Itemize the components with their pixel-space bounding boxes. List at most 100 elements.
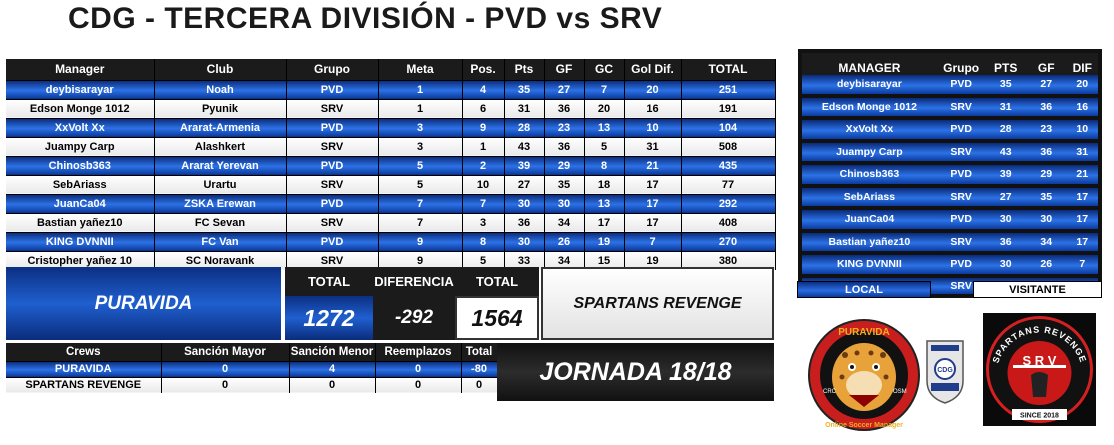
table-cell-manager: Chinosb363 — [800, 165, 937, 184]
table-cell-club: Noah — [154, 79, 287, 99]
table-cell-gc: 17 — [584, 212, 625, 232]
table-row: Juampy Carp SRV 43 36 31 — [800, 142, 1100, 161]
column-header: DIF — [1066, 51, 1100, 75]
table-cell-meta: 7 — [378, 212, 463, 232]
table-cell-grupo: SRV — [936, 187, 986, 206]
table-cell-club: Ararat Yerevan — [154, 155, 287, 175]
table-cell-manager: Juampy Carp — [800, 142, 937, 161]
table-cell-pts: 30 — [985, 255, 1026, 274]
table-cell-dif: 10 — [624, 117, 682, 137]
table-cell-manager: SebAriass — [800, 187, 937, 206]
table-cell-pts: 43 — [985, 142, 1026, 161]
table-cell-gf: 26 — [1025, 255, 1067, 274]
side-standings-table: MANAGER Grupo PTS GF DIF deybisarayar PVD 35 27… — [798, 49, 1102, 298]
table-cell-meta: 7 — [378, 193, 463, 213]
table-cell-grupo: SRV — [936, 97, 986, 116]
table-cell-pts: 35 — [504, 79, 545, 99]
table-row: XxVolt Xx PVD 28 23 10 — [800, 120, 1100, 139]
table-cell-manager: deybisarayar — [800, 75, 937, 94]
table-cell-grupo: SRV — [286, 174, 379, 194]
column-header: Sanción Menor — [289, 343, 376, 361]
table-cell-gc: 19 — [584, 231, 625, 251]
table-cell-pts: 31 — [504, 98, 545, 118]
local-label: LOCAL — [797, 281, 931, 298]
table-cell-pts: 35 — [985, 75, 1026, 94]
table-cell-pos: 7 — [462, 193, 505, 213]
table-cell-meta: 5 — [378, 174, 463, 194]
table-cell-dif: 31 — [624, 136, 682, 156]
table-cell-total: 292 — [681, 193, 776, 213]
table-cell-pts: 36 — [504, 212, 545, 232]
table-cell-gf: 30 — [1025, 210, 1067, 229]
table-cell-manager: KING DVNNII — [800, 255, 937, 274]
table-row: SebAriass Urartu SRV 5 10 27 35 18 17 77 — [6, 174, 776, 194]
table-cell-gf: 36 — [1025, 142, 1067, 161]
column-header: Total — [461, 343, 498, 361]
table-cell-club: Alashkert — [154, 136, 287, 156]
puravida-logo-top-text: PURAVIDA — [838, 327, 889, 338]
page-title: CDG - TERCERA DIVISIÓN - PVD vs SRV — [68, 2, 663, 35]
table-cell-meta: 1 — [378, 79, 463, 99]
table-cell-pos: 10 — [462, 174, 505, 194]
table-row: Juampy Carp Alashkert SRV 3 1 43 36 5 31 508 — [6, 136, 776, 156]
table-cell-total: 191 — [681, 98, 776, 118]
table-cell-grupo: SRV — [286, 136, 379, 156]
column-header: PTS — [985, 51, 1026, 75]
table-row: Edson Monge 1012 SRV 31 36 16 — [800, 97, 1100, 116]
table-cell-total: 104 — [681, 117, 776, 137]
table-cell-pts: 28 — [985, 120, 1026, 139]
table-cell-club: SC Noravank — [154, 250, 287, 270]
table-cell-grupo: PVD — [286, 117, 379, 137]
table-row: Bastian yañez10 SRV 36 34 17 — [800, 232, 1100, 251]
column-header: Reemplazos — [375, 343, 462, 361]
table-cell-total: 408 — [681, 212, 776, 232]
table-row: PURAVIDA 0 4 0 -80 — [6, 360, 498, 377]
table-cell-gc: 13 — [584, 117, 625, 137]
table-row: Edson Monge 1012 Pyunik SRV 1 6 31 36 20 16 191 — [6, 98, 776, 118]
column-header: Sanción Mayor — [161, 343, 290, 361]
table-row: deybisarayar PVD 35 27 20 — [800, 75, 1100, 94]
table-cell-pts: 36 — [985, 232, 1026, 251]
table-cell-total: 77 — [681, 174, 776, 194]
table-row: Chinosb363 Ararat Yerevan PVD 5 2 39 29 8 21 435 — [6, 155, 776, 175]
table-cell-crew: SPARTANS REVENGE — [6, 376, 162, 393]
table-cell-manager: JuanCa04 — [6, 193, 155, 213]
table-cell-pts: 30 — [985, 210, 1026, 229]
table-cell-pts: 39 — [985, 165, 1026, 184]
table-cell-pts: 39 — [504, 155, 545, 175]
column-header: Grupo — [286, 59, 379, 80]
table-cell-gc: 15 — [584, 250, 625, 270]
table-cell-total: 0 — [461, 376, 498, 393]
table-cell-pos: 4 — [462, 79, 505, 99]
table-cell-dif: 17 — [624, 212, 682, 232]
table-cell-grupo: SRV — [286, 212, 379, 232]
table-cell-gf: 27 — [1025, 75, 1067, 94]
table-cell-pts: 31 — [985, 97, 1026, 116]
table-cell-dif: 7 — [1066, 255, 1100, 274]
table-cell-pos: 8 — [462, 231, 505, 251]
table-row: Bastian yañez10 FC Sevan SRV 7 3 36 34 17 17 408 — [6, 212, 776, 232]
table-cell-menor: 4 — [289, 360, 376, 377]
table-cell-manager: Edson Monge 1012 — [800, 97, 937, 116]
table-row: Chinosb363 PVD 39 29 21 — [800, 165, 1100, 184]
table-cell-pts: 33 — [504, 250, 545, 270]
table-cell-gc: 7 — [584, 79, 625, 99]
home-total-label: TOTAL — [285, 267, 373, 296]
table-cell-club: Pyunik — [154, 98, 287, 118]
table-cell-gf: 23 — [544, 117, 585, 137]
table-cell-dif: 20 — [624, 79, 682, 99]
table-cell-total: -80 — [461, 360, 498, 377]
table-row: SebAriass SRV 27 35 17 — [800, 187, 1100, 206]
table-cell-crew: PURAVIDA — [6, 360, 162, 377]
table-cell-grupo: PVD — [286, 193, 379, 213]
difference-value: -292 — [373, 296, 455, 340]
table-cell-dif: 20 — [1066, 75, 1100, 94]
table-cell-pts: 30 — [504, 231, 545, 251]
puravida-logo-crc: CRC — [823, 389, 837, 395]
table-cell-gf: 29 — [544, 155, 585, 175]
table-cell-mayor: 0 — [161, 360, 290, 377]
table-cell-club: ZSKA Erewan — [154, 193, 287, 213]
table-cell-manager: SebAriass — [6, 174, 155, 194]
table-cell-dif: 17 — [1066, 187, 1100, 206]
column-header: Manager — [6, 59, 155, 80]
